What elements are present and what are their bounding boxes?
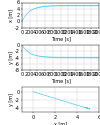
Y-axis label: x [m]: x [m] (9, 8, 14, 22)
X-axis label: Time [s]: Time [s] (51, 36, 70, 41)
Y-axis label: y [m]: y [m] (9, 94, 14, 106)
Y-axis label: y [m]: y [m] (9, 51, 14, 64)
X-axis label: Time [s]: Time [s] (51, 78, 70, 84)
X-axis label: x [m]: x [m] (54, 121, 67, 125)
